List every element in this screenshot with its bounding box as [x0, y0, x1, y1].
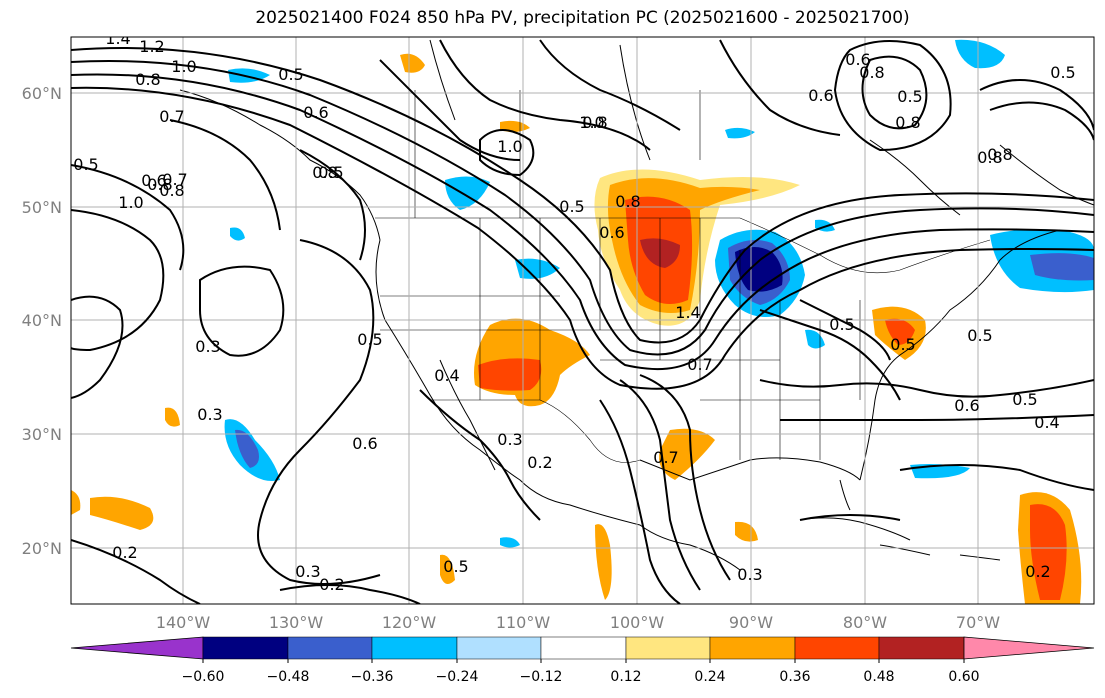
contour-label: 0.5 — [829, 315, 854, 334]
lat-label: 40°N — [22, 311, 62, 330]
colorbar-segment — [202, 636, 289, 660]
contour-label: 1.4 — [675, 303, 700, 322]
contour-label: 0.6 — [808, 86, 833, 105]
contour-label: 0.6 — [599, 223, 624, 242]
colorbar-tick-label: 0.12 — [610, 669, 641, 685]
map-frame — [70, 36, 1095, 605]
lat-label: 60°N — [22, 84, 62, 103]
contour-label: 0.7 — [162, 170, 187, 189]
contour-label: 1.0 — [579, 113, 604, 132]
contour-label: 0.2 — [319, 575, 344, 594]
contour-label: 0.2 — [1025, 562, 1050, 581]
colorbar-segment — [540, 636, 627, 660]
colorbar-tick-label: 0.24 — [694, 669, 725, 685]
lon-label: 100°W — [610, 613, 665, 632]
colorbar-segment — [878, 636, 965, 660]
contour-label: 0.8 — [312, 163, 337, 182]
contour-label: 0.3 — [737, 565, 762, 584]
pv-contours — [71, 39, 1094, 604]
contour-label: 0.3 — [497, 430, 522, 449]
colorbar-tick-label: −0.12 — [520, 669, 563, 685]
colorbar-segment — [371, 636, 458, 660]
colorbar-tick-label: −0.60 — [182, 669, 225, 685]
colorbar-segment — [456, 636, 542, 660]
colorbar-tick-label: 0.36 — [779, 669, 810, 685]
colorbar-extend-high — [963, 636, 1095, 660]
colorbar-segment — [625, 636, 711, 660]
lat-label: 50°N — [22, 198, 62, 217]
contour-label: 0.6 — [141, 171, 166, 190]
contour-label: 0.8 — [582, 113, 607, 132]
contour-label: 0.5 — [890, 335, 915, 354]
contour-label: 0.3 — [295, 562, 320, 581]
colorbar-tick-label: 0.60 — [948, 669, 979, 685]
contour-label: 1.0 — [497, 137, 522, 156]
colorbar-tick-label: −0.24 — [436, 669, 479, 685]
contour-label: 1.2 — [139, 37, 164, 56]
contour-label: 0.8 — [159, 181, 184, 200]
contour-label: 1.0 — [118, 193, 143, 212]
contour-label: 0.4 — [1034, 413, 1059, 432]
lon-label: 130°W — [269, 613, 324, 632]
contour-label: 0.8 — [135, 70, 160, 89]
lon-label: 140°W — [156, 613, 211, 632]
coastlines — [179, 39, 1094, 571]
contour-label: 0.5 — [278, 65, 303, 84]
lon-label: 80°W — [843, 613, 887, 632]
contour-label: 0.4 — [434, 366, 459, 385]
colorbar-tick-label: −0.36 — [351, 669, 394, 685]
contour-label: 1.0 — [171, 57, 196, 76]
contour-label: 1.4 — [105, 29, 130, 48]
colorbar-extend-low — [70, 636, 204, 660]
contour-label: 0.6 — [303, 103, 328, 122]
contour-label: 0.5 — [559, 197, 584, 216]
contour-label: 0.2 — [112, 543, 137, 562]
longitude-labels: 140°W 130°W 120°W 110°W 100°W 90°W 80°W 70°W — [156, 613, 1000, 632]
contour-label: 0.8 — [859, 63, 884, 82]
contour-label: 0.5 — [73, 155, 98, 174]
lon-label: 70°W — [956, 613, 1000, 632]
contour-label: 0.7 — [653, 448, 678, 467]
contour-label: 0.5 — [1012, 390, 1037, 409]
colorbar: −0.60 −0.48 −0.36 −0.24 −0.12 0.12 0.24 0.36 0.4… — [70, 636, 1095, 685]
colorbar-segment — [709, 636, 796, 660]
contour-label: 0.6 — [352, 434, 377, 453]
lon-label: 110°W — [496, 613, 551, 632]
contour-label: 0.5 — [443, 557, 468, 576]
colorbar-segment — [794, 636, 880, 660]
contour-label: 0.5 — [318, 163, 343, 182]
lat-label: 20°N — [22, 539, 62, 558]
contour-label: 0.5 — [1050, 63, 1075, 82]
contour-label: 0.2 — [527, 453, 552, 472]
contour-label: 0.5 — [357, 330, 382, 349]
contour-label: 0.3 — [197, 405, 222, 424]
colorbar-segment — [287, 636, 373, 660]
contour-label: 0.8 — [147, 175, 172, 194]
lon-label: 120°W — [382, 613, 437, 632]
political-borders — [375, 90, 991, 463]
colorbar-tick-label: 0.48 — [863, 669, 894, 685]
colorbar-tick-label: −0.48 — [267, 669, 310, 685]
lat-label: 30°N — [22, 425, 62, 444]
contour-label: 0.8 — [615, 192, 640, 211]
contour-label: 0.5 — [897, 87, 922, 106]
contour-label: 0.7 — [159, 107, 184, 126]
lon-label: 90°W — [729, 613, 773, 632]
contour-labels: 1.4 1.21.00.80.70.50.80.60.81.00.50.70.60… — [73, 29, 1075, 594]
plot-area: 1.4 1.21.00.80.70.50.80.60.81.00.50.70.60… — [71, 29, 1094, 604]
contour-label: 0.8 — [895, 113, 920, 132]
contour-label: 0.6 — [845, 50, 870, 69]
latitude-labels: 60°N 50°N 40°N 30°N 20°N — [22, 84, 62, 558]
contour-label: 0.6 — [954, 396, 979, 415]
contour-label: 0.5 — [967, 326, 992, 345]
contour-label: 0.8 — [977, 148, 1002, 167]
contour-label: 0.7 — [687, 355, 712, 374]
contour-label: 0.8 — [987, 145, 1012, 164]
map-title: 2025021400 F024 850 hPa PV, precipitatio… — [255, 8, 910, 28]
contour-label: 0.3 — [195, 337, 220, 356]
